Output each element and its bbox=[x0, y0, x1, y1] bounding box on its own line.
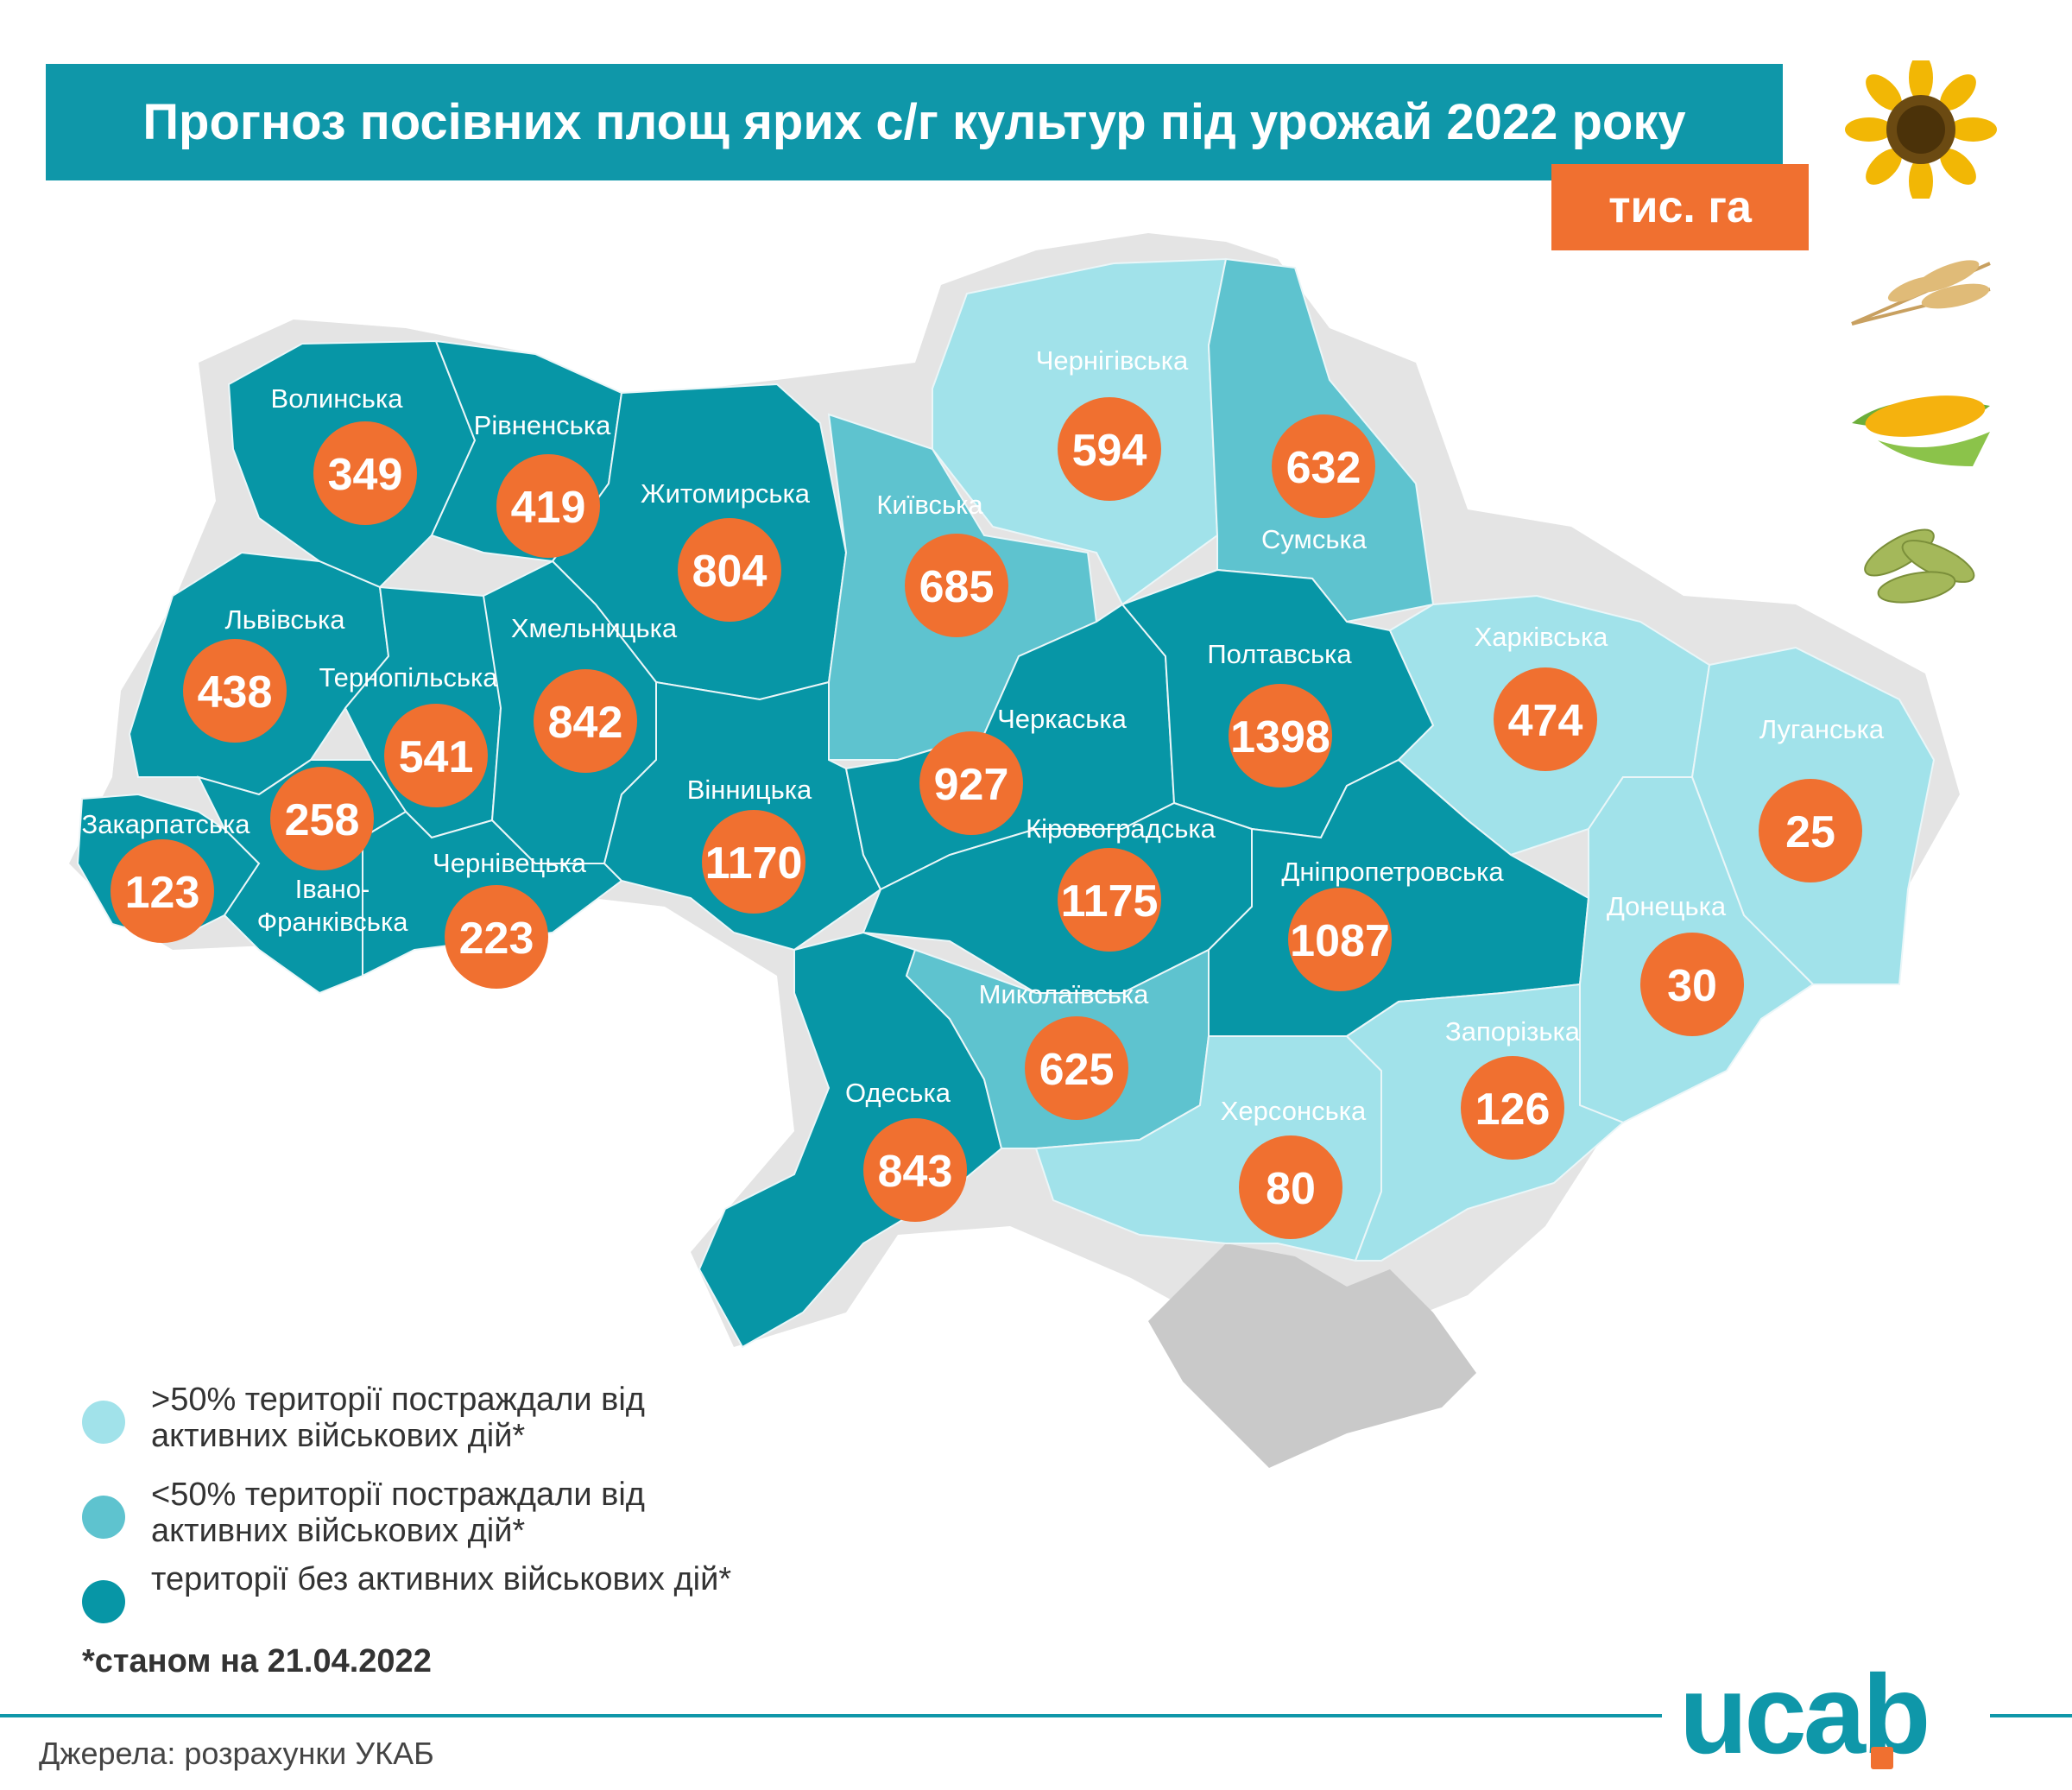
region-name-volynska: Волинська bbox=[271, 383, 404, 414]
logo-accent bbox=[1871, 1747, 1893, 1769]
legend-swatch-severe bbox=[82, 1401, 125, 1444]
region-name-lvivska: Львівська bbox=[224, 604, 345, 635]
value-circle-chernivetska bbox=[445, 885, 548, 989]
value-circle-kyivska bbox=[905, 534, 1008, 637]
region-name-kharkivska: Харківська bbox=[1475, 622, 1609, 652]
region-name-rivnenska: Рівненська bbox=[474, 410, 611, 440]
value-circle-ivano-frankivska bbox=[270, 767, 374, 870]
footer-divider-left bbox=[0, 1714, 1662, 1717]
value-khersonska: 80 bbox=[1266, 1164, 1316, 1214]
value-circle-chernihivska bbox=[1058, 397, 1161, 501]
value-circle-khersonska bbox=[1239, 1135, 1342, 1239]
value-lvivska: 438 bbox=[198, 667, 273, 718]
value-circle-dnipropetrovska bbox=[1288, 888, 1392, 991]
sunflower-icon bbox=[1845, 60, 1997, 199]
region-name-mykolaivska: Миколаївська bbox=[979, 979, 1150, 1009]
region-name-chernihivska: Чернігівська bbox=[1036, 345, 1189, 376]
value-circle-lvivska bbox=[183, 639, 287, 743]
region-name-zhytomyrska: Житомирська bbox=[641, 478, 811, 509]
legend-text-partial: <50% території постраждали від активних … bbox=[151, 1477, 645, 1549]
region-name-odeska: Одеська bbox=[845, 1078, 951, 1108]
value-chernivetska: 223 bbox=[459, 914, 534, 964]
value-circle-cherkaska bbox=[919, 731, 1023, 835]
map-title: Прогноз посівних площ ярих с/г культур п… bbox=[46, 64, 1783, 180]
value-ivano-frankivska: 258 bbox=[285, 795, 360, 845]
region-name-zaporizka: Запорізька bbox=[1445, 1016, 1581, 1047]
value-circle-odeska bbox=[863, 1118, 967, 1222]
region-name-ternopilska: Тернопільська bbox=[319, 662, 498, 693]
value-kirovohradska: 1175 bbox=[1061, 876, 1159, 927]
region-name-khersonska: Херсонська bbox=[1221, 1096, 1367, 1126]
value-luhanska: 25 bbox=[1785, 807, 1835, 857]
value-poltavska: 1398 bbox=[1230, 712, 1330, 762]
legend-swatch-partial bbox=[82, 1496, 125, 1539]
value-circle-rivnenska bbox=[496, 454, 600, 558]
value-circle-volynska bbox=[313, 421, 417, 525]
corn-icon bbox=[1852, 395, 1990, 466]
region-name-khmelnytska: Хмельницька bbox=[511, 613, 678, 643]
legend-text-none: території без активних військових дій* bbox=[151, 1561, 732, 1597]
value-chernihivska: 594 bbox=[1072, 426, 1147, 476]
value-zhytomyrska: 804 bbox=[692, 547, 768, 597]
value-circle-zaporizka bbox=[1461, 1056, 1564, 1160]
value-kharkivska: 474 bbox=[1508, 696, 1583, 746]
region-name-vinnytska: Вінницька bbox=[687, 775, 812, 805]
value-circle-khmelnytska bbox=[534, 669, 637, 773]
value-zakarpatska: 123 bbox=[125, 868, 200, 918]
region-name-ivano-frankivska: Івано-Франківська bbox=[257, 874, 409, 937]
value-cherkaska: 927 bbox=[934, 760, 1009, 810]
region-name-donetska: Донецька bbox=[1607, 891, 1727, 921]
value-circle-zhytomyrska bbox=[678, 518, 781, 622]
value-circle-vinnytska bbox=[702, 810, 805, 914]
region-name-luhanska: Луганська bbox=[1759, 714, 1885, 744]
value-khmelnytska: 842 bbox=[548, 698, 623, 748]
region-name-zakarpatska: Закарпатська bbox=[81, 809, 250, 839]
value-circle-luhanska bbox=[1759, 779, 1862, 882]
region-name-chernivetska: Чернівецька bbox=[433, 848, 587, 878]
value-markers bbox=[111, 397, 1862, 1239]
value-vinnytska: 1170 bbox=[705, 838, 803, 889]
region-name-kyivska: Київська bbox=[876, 490, 983, 520]
value-circle-sumska bbox=[1272, 414, 1375, 518]
wheat-icon bbox=[1851, 260, 1991, 326]
value-ternopilska: 541 bbox=[399, 732, 474, 782]
region-name-dnipropetrovska: Дніпропетровська bbox=[1281, 857, 1504, 887]
source-text: Джерела: розрахунки УКАБ bbox=[39, 1736, 434, 1771]
region-name-cherkaska: Черкаська bbox=[997, 704, 1128, 734]
value-circle-kirovohradska bbox=[1058, 848, 1161, 952]
value-circle-zakarpatska bbox=[111, 839, 214, 943]
value-donetska: 30 bbox=[1667, 961, 1717, 1011]
legend-text-severe: >50% території постраждали від активних … bbox=[151, 1382, 645, 1454]
value-dnipropetrovska: 1087 bbox=[1290, 916, 1390, 966]
crimea-region bbox=[1148, 1243, 1476, 1468]
unit-badge: тис. га bbox=[1551, 164, 1809, 250]
value-volynska: 349 bbox=[328, 450, 403, 500]
region-name-sumska: Сумська bbox=[1261, 524, 1368, 554]
value-sumska: 632 bbox=[1286, 443, 1361, 493]
soybean-icon bbox=[1864, 528, 1975, 604]
legend-swatch-none bbox=[82, 1580, 125, 1623]
value-circle-donetska bbox=[1640, 933, 1744, 1036]
value-rivnenska: 419 bbox=[511, 483, 586, 533]
value-circle-mykolaivska bbox=[1025, 1016, 1128, 1120]
date-note: *станом на 21.04.2022 bbox=[82, 1643, 432, 1679]
value-odeska: 843 bbox=[878, 1147, 953, 1197]
region-name-poltavska: Полтавська bbox=[1207, 639, 1352, 669]
region-name-kirovohradska: Кіровоградська bbox=[1026, 813, 1216, 844]
value-circle-poltavska bbox=[1229, 684, 1332, 787]
value-kyivska: 685 bbox=[919, 562, 995, 612]
value-circle-ternopilska bbox=[384, 704, 488, 807]
value-mykolaivska: 625 bbox=[1039, 1045, 1115, 1095]
footer-divider-right bbox=[1990, 1714, 2072, 1717]
value-zaporizka: 126 bbox=[1475, 1085, 1551, 1135]
value-circle-kharkivska bbox=[1494, 667, 1597, 771]
